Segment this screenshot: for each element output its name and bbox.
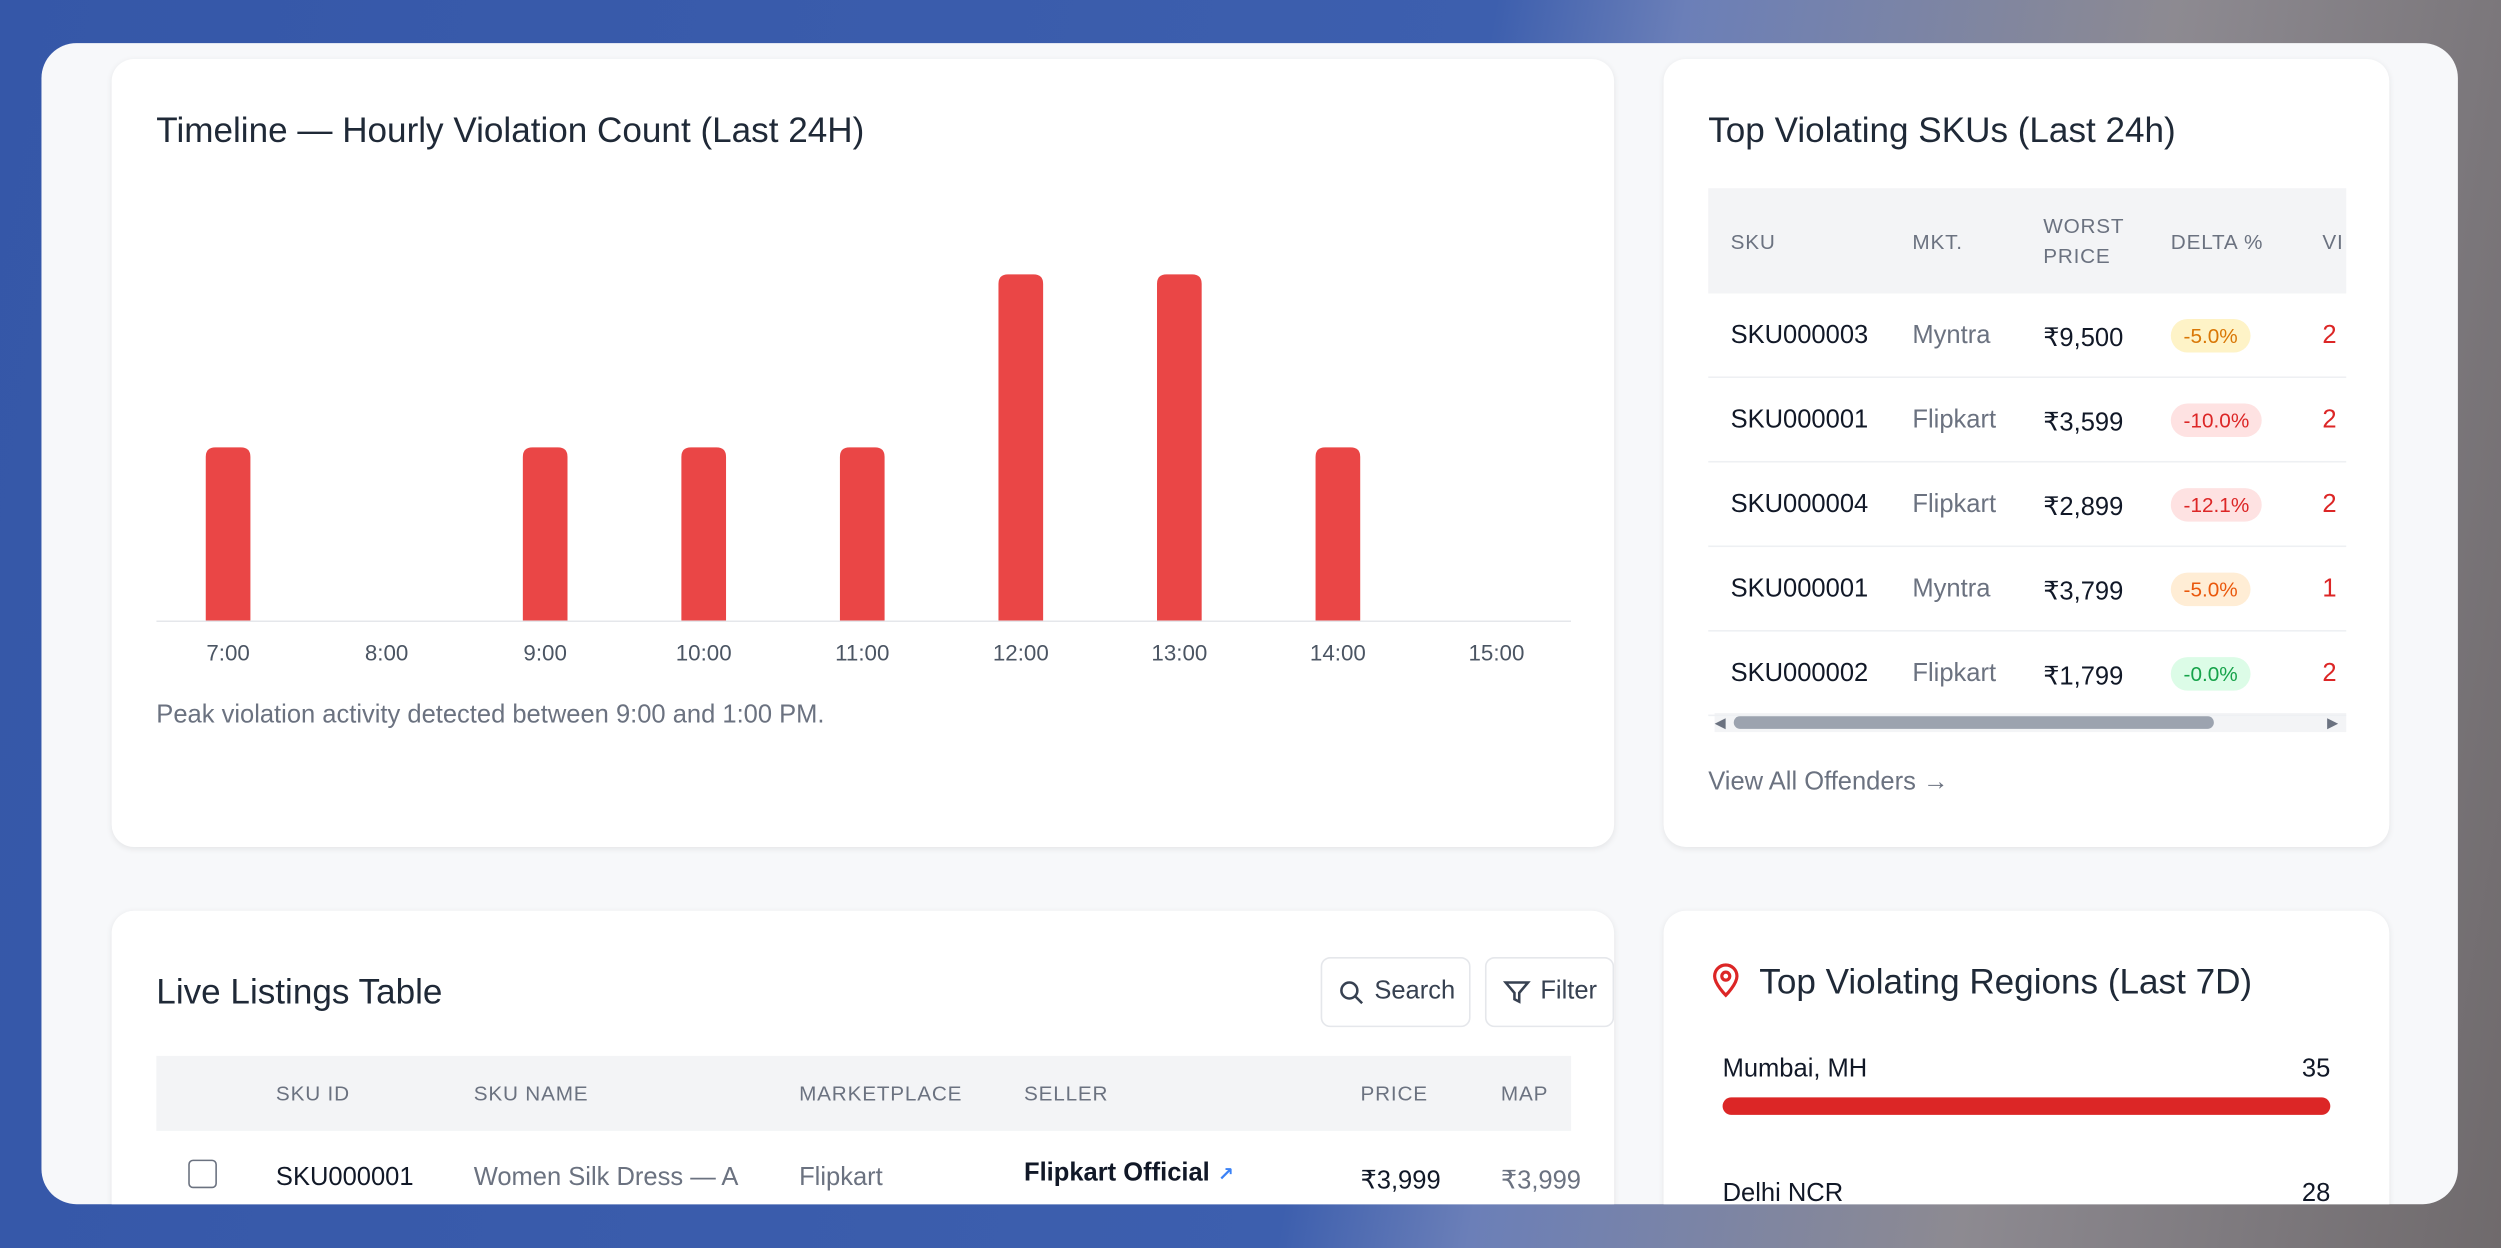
cell: SKU000002 — [1730, 660, 1869, 688]
row-divider — [1708, 460, 2347, 463]
x-tick-label: 14:00 — [1310, 640, 1366, 665]
column-header: SELLER — [1023, 1081, 1109, 1106]
pin-icon — [1713, 963, 1739, 998]
row-divider — [1708, 376, 2347, 379]
cell: 2 — [2322, 660, 2337, 688]
x-tick-label: 15:00 — [1468, 640, 1524, 665]
column-header: MARKETPLACE — [799, 1081, 963, 1106]
cell: Women Silk Dress — A — [473, 1164, 739, 1192]
cell: 2 — [2322, 491, 2337, 519]
column-header: DELTA % — [2170, 229, 2264, 254]
cell: ₹2,899 — [2043, 494, 2124, 522]
row-divider — [1708, 545, 2347, 548]
cell: SKU000003 — [1730, 322, 1869, 350]
cell: ₹3,999 — [1360, 1167, 1441, 1195]
region-bar — [1722, 1097, 2331, 1115]
region-name: Delhi NCR — [1722, 1180, 1844, 1205]
card-title: Top Violating Regions (Last 7D) — [1759, 961, 2253, 1002]
delta-badge: -5.0% — [2170, 319, 2251, 353]
bar — [1157, 274, 1202, 621]
delta-badge: -12.1% — [2170, 488, 2263, 522]
button-icon — [1339, 981, 1363, 1005]
cell: SKU000004 — [1730, 491, 1869, 519]
cell: Flipkart — [799, 1164, 883, 1192]
scrollbar-thumb[interactable] — [1733, 716, 2214, 729]
region-name: Mumbai, MH — [1722, 1055, 1868, 1084]
scroll-left[interactable]: ◀ — [1714, 714, 1726, 731]
cell: Flipkart — [1912, 406, 1997, 434]
x-tick-label: 12:00 — [993, 640, 1049, 665]
delta-badge: -0.0% — [2170, 657, 2251, 691]
card-title: Timeline — Hourly Violation Count (Last … — [156, 110, 865, 150]
timeline-card: Timeline — Hourly Violation Count (Last … — [111, 59, 1615, 847]
region-value: 28 — [2301, 1180, 2331, 1205]
cell: ₹3,799 — [2043, 578, 2124, 607]
icon-path — [1339, 981, 1363, 1005]
cell: 2 — [2322, 406, 2337, 434]
cell: Myntra — [1912, 575, 1991, 603]
scroll-right[interactable]: ▶ — [2327, 714, 2339, 731]
x-tick-label: 7:00 — [206, 640, 249, 665]
cell: ₹1,799 — [2043, 663, 2124, 691]
cell: ₹3,999 — [1500, 1167, 1581, 1195]
view-all-link[interactable]: View All Offenders → — [1708, 768, 1949, 796]
column-header: WORST PRICE — [2043, 213, 2124, 268]
card-title: Live Listings Table — [156, 971, 443, 1012]
sku-card: Top Violating SKUs (Last 24h) ◀ ▶ View A… — [1663, 59, 2390, 847]
row-checkbox[interactable] — [188, 1159, 217, 1189]
row-divider — [1708, 714, 2347, 717]
cell: ₹3,599 — [2043, 409, 2124, 438]
column-header: SKU NAME — [473, 1081, 589, 1106]
cell: SKU000001 — [275, 1164, 414, 1192]
x-tick-label: 13:00 — [1151, 640, 1207, 665]
column-header: MAP — [1500, 1081, 1549, 1106]
cell: 1 — [2322, 575, 2337, 603]
cell: Myntra — [1912, 322, 1991, 350]
delta-badge: -10.0% — [2170, 403, 2263, 438]
toolbar-button[interactable]: Search — [1320, 957, 1471, 1028]
bar — [1315, 447, 1361, 621]
column-header: PRICE — [1360, 1081, 1428, 1106]
toolbar-button[interactable]: Filter — [1484, 957, 1615, 1028]
external-icon: ↗ — [1217, 1162, 1234, 1186]
delta-badge: -5.0% — [2170, 572, 2251, 607]
seller-link[interactable]: Flipkart Official ↗ — [1023, 1159, 1234, 1187]
cell: 2 — [2322, 322, 2337, 350]
column-header: VI — [2322, 229, 2344, 254]
bar — [205, 447, 251, 621]
x-tick-label: 8:00 — [365, 640, 408, 665]
column-header: SKU ID — [275, 1081, 350, 1106]
x-tick-label: 9:00 — [523, 640, 566, 665]
listings-card: Live Listings Table Search Filter SKU ID SK… — [111, 910, 1615, 1205]
icon-path — [1502, 981, 1531, 1004]
caption: Peak violation activity detected between… — [156, 701, 825, 729]
regions-card: Top Violating Regions (Last 7D) Mumbai, … — [1663, 910, 2390, 1205]
cell: SKU000001 — [1730, 575, 1869, 603]
cell: Flipkart — [1912, 491, 1997, 519]
cell: ₹9,500 — [2043, 325, 2124, 353]
button-label: Filter — [1540, 977, 1598, 1005]
cell: SKU000001 — [1730, 406, 1869, 434]
column-header: MKT. — [1912, 229, 1963, 254]
bar — [998, 274, 1044, 621]
table-header — [1708, 188, 2347, 294]
button-icon — [1502, 981, 1531, 1004]
x-tick-label: 10:00 — [676, 640, 732, 665]
card-title: Top Violating SKUs (Last 24h) — [1708, 110, 2176, 150]
button-label: Search — [1374, 977, 1456, 1005]
table-header — [156, 1055, 1572, 1131]
bar — [681, 447, 727, 621]
bar — [839, 447, 885, 621]
chart: 7:00 8:00 9:00 10:00 11:00 12:00 13:00 14:00 15:… — [156, 274, 1572, 665]
row-divider — [1708, 630, 2347, 632]
x-tick-label: 11:00 — [835, 640, 889, 665]
dashboard: Timeline — Hourly Violation Count (Last … — [41, 43, 2458, 1205]
column-header: SKU — [1730, 229, 1776, 254]
cell: Flipkart — [1912, 660, 1997, 688]
bar — [522, 447, 568, 621]
region-value: 35 — [2301, 1055, 2331, 1084]
